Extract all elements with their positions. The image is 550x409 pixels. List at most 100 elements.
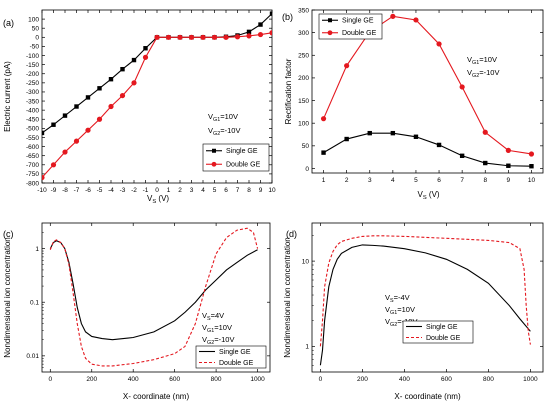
panel-label: (d) [286,229,297,239]
series-line [323,15,532,155]
x-tick-label: 9 [259,187,263,194]
x-tick-label: 7 [460,177,464,184]
x-tick-label: 5 [213,187,217,194]
legend: Single GE Double GE [202,143,270,172]
x-tick-label: -7 [74,187,80,194]
data-point [96,116,103,122]
legend-marker [328,18,332,23]
x-tick-label: 800 [211,376,222,383]
panel-label: (b) [282,12,293,22]
y-tick-label: 250 [298,53,309,60]
annotation: VS=-4V [385,293,410,304]
x-tick-label: 1 [322,177,326,184]
data-point [223,34,229,40]
x-tick-label: -3 [120,187,126,194]
data-point [413,134,419,139]
data-point [246,29,252,35]
y-tick-label: 0.01 [26,353,39,360]
annotation: VG1=10V [467,55,497,66]
data-point [459,153,465,158]
y-tick-label: -450 [26,117,39,124]
x-tick-label: 5 [414,177,418,184]
legend-label: Single GE [219,349,251,356]
data-point [234,34,241,40]
y-axis-label: Nondimensional ion concentration [283,237,292,358]
data-point [528,151,535,157]
x-tick-label: 9 [507,177,511,184]
y-tick-label: -150 [26,62,39,69]
y-axis-label: Nondimensional ion concentration [3,237,12,358]
legend-marker [212,148,216,153]
y-tick-label: 150 [298,98,309,105]
x-tick-label: 1000 [250,376,265,383]
data-point [85,95,91,100]
y-tick-label: 1 [35,246,39,253]
y-tick-label: 100 [298,120,309,127]
data-point [482,129,488,135]
y-tick-label: 0 [35,35,39,42]
data-point [188,34,195,40]
data-point [74,104,79,109]
x-axis-label: X- coordinate (nm) [394,392,461,401]
y-axis-label: Electric current (pA) [3,61,12,132]
data-point [42,130,45,136]
x-tick-label: 200 [86,376,97,383]
x-tick-label: 1000 [523,376,538,383]
data-point [529,164,534,169]
y-axis-label: Rectification factor [284,58,293,124]
x-tick-label: -2 [131,187,137,194]
x-tick-label: 6 [437,177,441,184]
y-tick-label: -500 [26,126,39,133]
x-tick-label: 600 [169,376,180,383]
x-tick-label: -4 [108,187,114,194]
series-double-ge [49,227,259,367]
data-point [42,174,45,181]
data-point [120,66,125,72]
x-tick-label: 3 [368,177,372,184]
data-point [51,122,56,127]
y-tick-label: -700 [26,162,39,169]
x-axis-label: X- coordinate (nm) [123,392,190,401]
data-point [143,46,148,51]
data-point [344,136,349,142]
panel-label: (a) [3,18,14,28]
annotation: VG1=10V [202,323,232,334]
y-tick-label: 300 [298,30,309,37]
legend-marker [327,30,333,36]
legend-label: Single GE [426,324,458,331]
data-point [505,147,511,153]
data-point [62,149,68,155]
x-tick-label: 0 [155,187,159,194]
x-tick-label: 0 [48,376,52,383]
data-point [257,31,264,38]
x-tick-label: -6 [85,187,91,194]
annotation: VG1=10V [208,112,238,123]
y-tick-label: -600 [26,144,39,151]
data-point [85,127,91,133]
legend-label: Double GE [219,360,254,367]
data-point [413,17,419,23]
data-point [506,163,511,168]
data-point [73,138,80,144]
data-point [131,57,137,63]
panel-d: (d) 0 200 400 600 800 1000 1 10 X- coordinate (nm… [283,222,544,401]
y-tick-label: 100 [28,16,39,23]
annotation: VS=4V [202,311,224,322]
y-tick-label: 0.1 [30,300,39,307]
y-tick-label: 0 [305,166,309,173]
legend-label: Double GE [226,162,261,169]
y-tick-label: 200 [298,75,309,82]
series-line [319,244,531,366]
data-point [97,86,102,91]
x-tick-label: 8 [483,177,487,184]
data-point [211,34,218,40]
plot-frame [311,222,544,373]
x-tick-label: 2 [178,187,182,194]
data-point [321,150,326,155]
x-tick-label: -8 [62,187,68,194]
panel-label: (c) [3,229,14,239]
x-tick-label: 4 [391,177,395,184]
y-tick-label: -550 [26,135,39,142]
